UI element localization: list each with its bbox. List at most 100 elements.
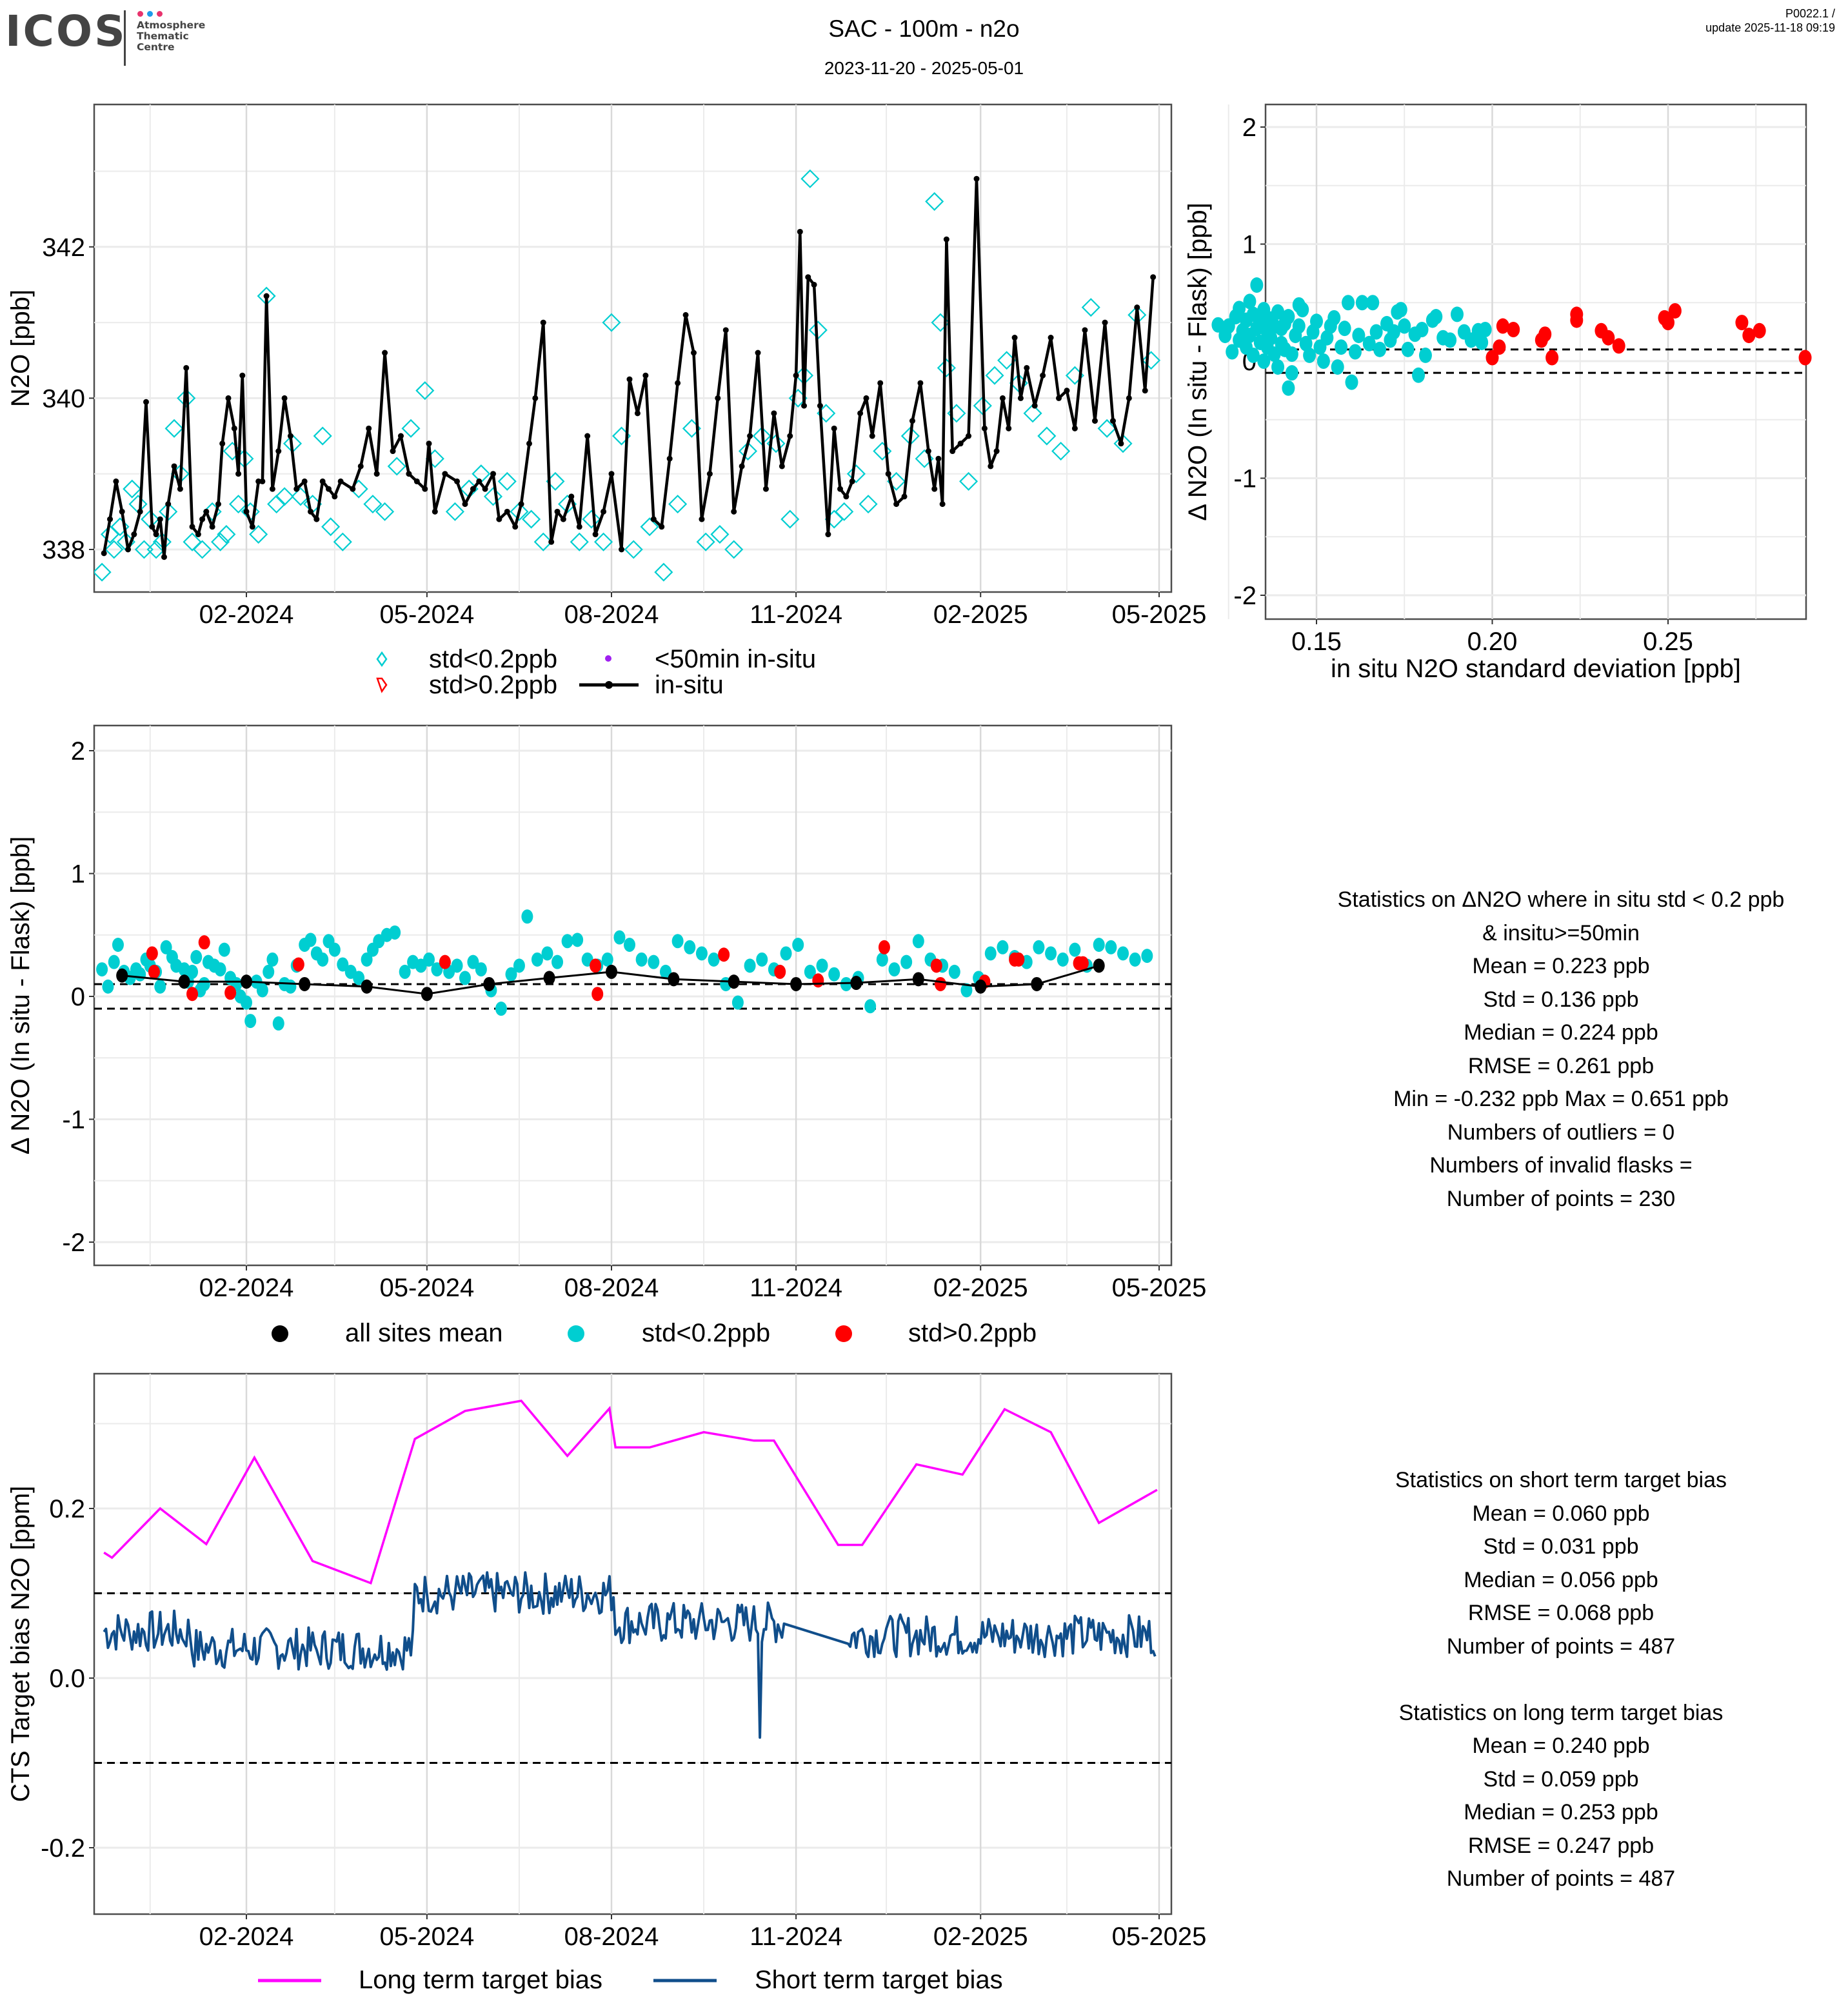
flask-diamond xyxy=(959,471,979,491)
in-situ-point xyxy=(949,448,956,455)
flask-diamond xyxy=(925,192,944,211)
scatter-point-cyan xyxy=(1296,302,1309,318)
all-sites-mean-point xyxy=(850,976,862,991)
in-situ-point xyxy=(1091,418,1098,424)
all-sites-mean-point xyxy=(421,987,433,1002)
stats-line: Median = 0.224 ppb xyxy=(1464,1020,1658,1045)
in-situ-point xyxy=(189,524,195,530)
version-label: P0022.1 / xyxy=(1785,7,1835,20)
flask-diamond xyxy=(183,532,202,551)
delta-point-cyan xyxy=(272,1016,284,1031)
y-axis-label: N2O [ppb] xyxy=(6,290,35,407)
in-situ-point xyxy=(675,380,681,386)
in-situ-point xyxy=(269,486,275,492)
delta-point-cyan xyxy=(241,995,252,1010)
logo-dot xyxy=(147,11,153,17)
delta-legend-keys xyxy=(272,1325,852,1342)
in-situ-point xyxy=(243,508,250,515)
delta-point-cyan xyxy=(266,952,279,967)
x-tick-label: 02-2025 xyxy=(933,1274,1028,1302)
delta-point-cyan xyxy=(1033,940,1045,954)
y-tick-label: 0.2 xyxy=(49,1495,85,1523)
in-situ-point xyxy=(406,471,412,477)
delta-point-cyan xyxy=(190,950,203,965)
in-situ-point xyxy=(125,546,132,553)
flask-diamond xyxy=(123,479,142,499)
flask-diamond xyxy=(510,502,529,521)
in-situ-point xyxy=(973,175,980,182)
stats-spacer xyxy=(1284,1663,1838,1697)
in-situ-point xyxy=(771,410,777,417)
in-situ-point xyxy=(584,433,591,439)
flask-diamond xyxy=(321,517,341,537)
delta-point-cyan xyxy=(1045,946,1057,961)
scatter-point-red xyxy=(1538,326,1552,342)
in-situ-point xyxy=(149,524,155,530)
stats-line: Median = 0.056 ppb xyxy=(1464,1567,1658,1592)
y-tick-label: -1 xyxy=(1233,465,1257,493)
in-situ-point xyxy=(706,471,713,477)
in-situ-point xyxy=(1056,395,1062,401)
in-situ-point xyxy=(843,493,849,500)
x-tick-label: 05-2025 xyxy=(1112,600,1207,629)
flask-diamond xyxy=(533,532,553,551)
delta-point-cyan xyxy=(864,999,877,1014)
in-situ-point xyxy=(1109,418,1116,424)
page-title: SAC - 100m - n2o xyxy=(828,15,1020,42)
in-situ-point xyxy=(195,531,201,538)
scatter-point-cyan xyxy=(1267,346,1281,362)
x-tick-label: 0.20 xyxy=(1467,628,1518,656)
in-situ-point xyxy=(432,508,438,515)
scatter-point-cyan xyxy=(1233,301,1246,317)
flask-diamond xyxy=(415,381,435,400)
scatter-point-red xyxy=(1602,330,1615,346)
in-situ-point xyxy=(1006,425,1012,431)
in-situ-point xyxy=(893,501,900,508)
scatter-point-cyan xyxy=(1310,313,1323,330)
short-term-target-bias-line xyxy=(103,1571,1157,1739)
flask-diamond xyxy=(164,419,184,438)
delta-point-cyan xyxy=(571,933,584,947)
target-bias-panel: -0.2 0.0 0.2 02-2024 05-2024 08-2024 11-2024 02… xyxy=(6,1372,1206,1951)
in-situ-point xyxy=(397,433,404,439)
all-sites-mean-point xyxy=(912,972,924,987)
flask-diamond xyxy=(177,388,196,408)
delta-point-cyan xyxy=(623,937,635,952)
y-tick-label: 1 xyxy=(1242,231,1257,259)
in-situ-point xyxy=(650,516,657,522)
in-situ-point xyxy=(715,395,721,401)
y-tick-label: 1 xyxy=(71,860,85,889)
in-situ-point xyxy=(215,501,221,508)
stats-line: RMSE = 0.247 ppb xyxy=(1467,1833,1654,1858)
in-situ-point xyxy=(825,531,831,538)
delta-point-cyan xyxy=(1057,952,1069,967)
timeseries-panel: 338 340 342 02-2024 05-2024 08-2024 11-2024 02-… xyxy=(6,103,1207,629)
in-situ-point xyxy=(337,478,344,484)
flask-diamond xyxy=(363,495,383,514)
y-tick-label: 340 xyxy=(42,384,85,413)
scatter-point-cyan xyxy=(1355,295,1369,311)
scatter-point-red xyxy=(1496,318,1509,334)
delta-point-cyan xyxy=(1129,952,1141,967)
delta-point-cyan xyxy=(659,964,671,979)
in-situ-point xyxy=(568,493,575,500)
flask-diamond xyxy=(267,495,286,514)
in-situ-point xyxy=(540,319,546,326)
in-situ-point xyxy=(739,463,745,470)
scatter-point-cyan xyxy=(1401,341,1415,357)
delta-point-red xyxy=(590,958,602,973)
in-situ-point xyxy=(993,448,1000,455)
logo-subtitle-line: Atmosphere xyxy=(137,19,206,31)
scatter-point-cyan xyxy=(1369,324,1383,340)
in-situ-point xyxy=(313,516,320,522)
in-situ-point xyxy=(263,293,270,299)
in-situ-point xyxy=(1134,304,1140,311)
stats-line: & insitu>=50min xyxy=(1482,920,1640,945)
legend-dot-black-icon xyxy=(272,1325,288,1342)
in-situ-point xyxy=(275,448,282,455)
x-tick-label: 02-2025 xyxy=(933,600,1028,629)
scatter-point-cyan xyxy=(1335,339,1348,355)
in-situ-point xyxy=(666,455,673,462)
timeseries-legend-keys xyxy=(376,651,639,693)
